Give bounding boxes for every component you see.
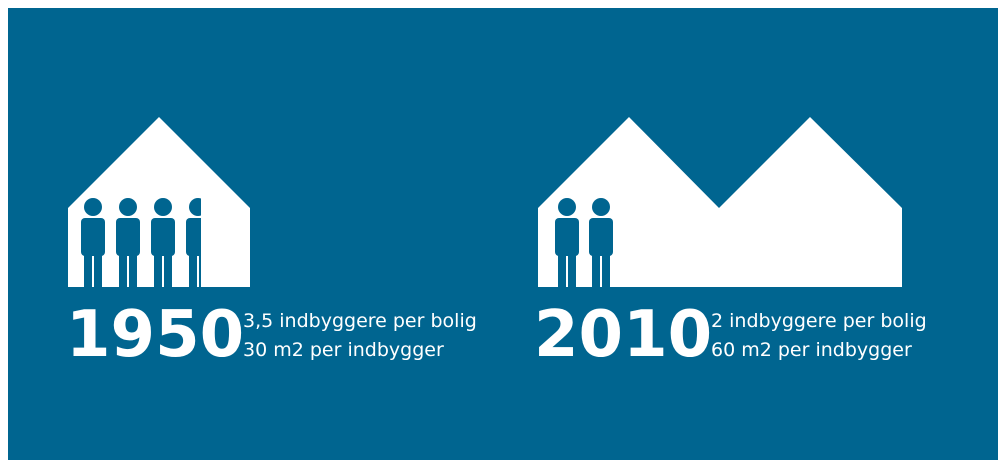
caption-line: 30 m2 per indbygger	[243, 339, 444, 361]
house-1950	[68, 117, 250, 287]
caption-line: 60 m2 per indbygger	[711, 339, 912, 361]
caption-line: 2 indbyggere per bolig	[711, 310, 927, 332]
year: 1950	[66, 298, 244, 372]
house-2010	[538, 117, 902, 287]
caption-line: 3,5 indbyggere per bolig	[243, 310, 477, 332]
year: 2010	[534, 298, 712, 372]
